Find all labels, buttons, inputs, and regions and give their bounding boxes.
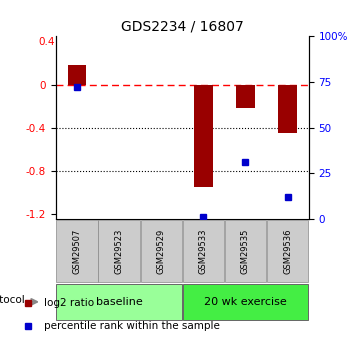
FancyBboxPatch shape	[183, 220, 224, 282]
Text: GSM29536: GSM29536	[283, 228, 292, 274]
FancyBboxPatch shape	[56, 220, 97, 282]
Text: GSM29523: GSM29523	[115, 228, 123, 274]
Text: 20 wk exercise: 20 wk exercise	[204, 297, 287, 307]
Text: GSM29507: GSM29507	[73, 228, 82, 274]
Text: percentile rank within the sample: percentile rank within the sample	[44, 321, 220, 331]
Bar	[278, 85, 297, 133]
Bar	[194, 85, 213, 187]
Bar	[68, 65, 87, 85]
Text: protocol: protocol	[0, 295, 25, 305]
Title: GDS2234 / 16807: GDS2234 / 16807	[121, 20, 244, 34]
FancyBboxPatch shape	[225, 220, 266, 282]
Bar	[236, 85, 255, 108]
FancyBboxPatch shape	[183, 284, 308, 320]
Text: GSM29535: GSM29535	[241, 228, 250, 274]
FancyBboxPatch shape	[56, 284, 182, 320]
Text: baseline: baseline	[96, 297, 143, 307]
FancyBboxPatch shape	[99, 220, 140, 282]
FancyBboxPatch shape	[140, 220, 182, 282]
Text: GSM29533: GSM29533	[199, 228, 208, 274]
Text: GSM29529: GSM29529	[157, 228, 166, 274]
Text: log2 ratio: log2 ratio	[44, 298, 95, 308]
FancyBboxPatch shape	[267, 220, 308, 282]
Text: 0.4: 0.4	[39, 37, 55, 47]
